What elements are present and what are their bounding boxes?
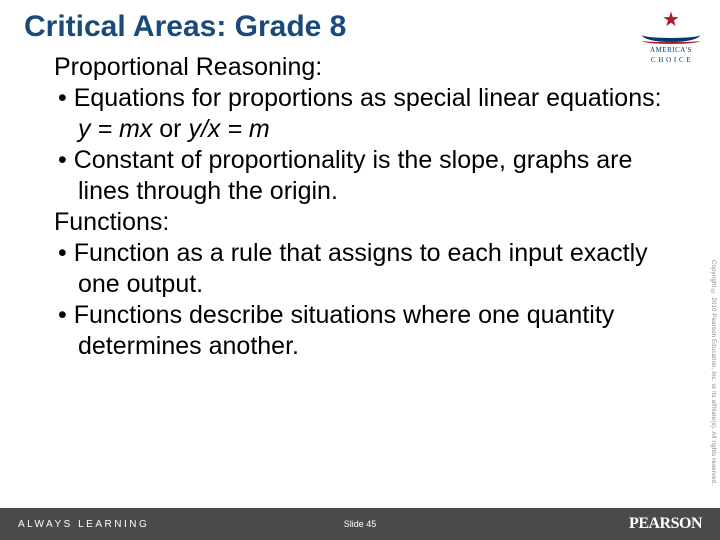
slide-number: Slide 45 <box>344 519 377 529</box>
star-icon: ★ <box>636 10 706 30</box>
equation-2: y/x = m <box>188 115 269 143</box>
equation-1: y = mx <box>78 115 152 143</box>
bullet-1: • Equations for proportions as special l… <box>74 83 670 145</box>
bullet-3: • Function as a rule that assigns to eac… <box>74 238 670 300</box>
pearson-logo: PEARSON <box>629 515 702 533</box>
bullet-2: • Constant of proportionality is the slo… <box>74 145 670 207</box>
subhead-functions: Functions: <box>54 207 670 238</box>
bullet-1-text: • Equations for proportions as special l… <box>58 84 662 112</box>
copyright-text: Copyright © 2010 Pearson Education, Inc.… <box>710 260 716 485</box>
logo-text-1: AMERICA'S <box>636 46 706 54</box>
body-content: Proportional Reasoning: • Equations for … <box>0 50 720 362</box>
footer-tagline: ALWAYS LEARNING <box>18 519 149 530</box>
swoosh-icon-2 <box>642 38 700 44</box>
bullet-4: • Functions describe situations where on… <box>74 300 670 362</box>
bullet-1-mid: or <box>152 115 188 143</box>
logo-text-2: C H O I C E <box>636 56 706 64</box>
subhead-proportional: Proportional Reasoning: <box>54 52 670 83</box>
footer-bar: ALWAYS LEARNING Slide 45 PEARSON <box>0 508 720 540</box>
americas-choice-logo: ★ AMERICA'S C H O I C E <box>636 10 706 64</box>
slide: Critical Areas: Grade 8 ★ AMERICA'S C H … <box>0 0 720 540</box>
slide-title: Critical Areas: Grade 8 <box>0 0 720 50</box>
